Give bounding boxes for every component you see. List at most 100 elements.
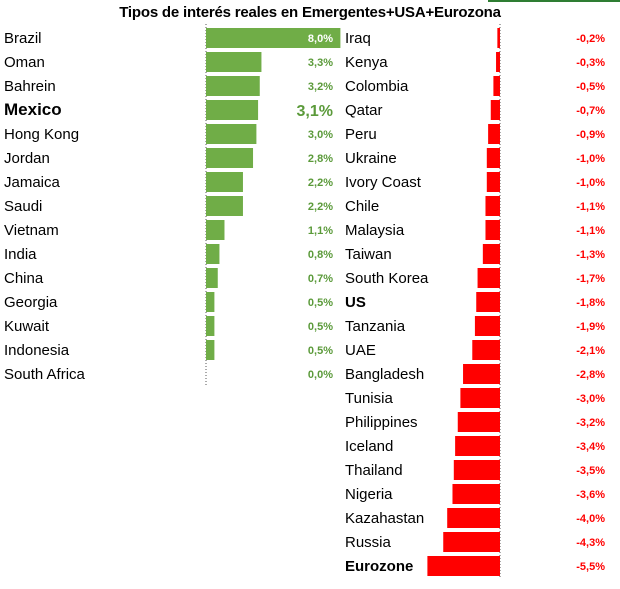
top-rule (488, 0, 620, 2)
value-label-bangladesh: -2,8% (576, 369, 605, 381)
category-label-qatar: Qatar (345, 102, 383, 119)
value-label-nigeria: -3,6% (576, 489, 605, 501)
category-label-uae: UAE (345, 342, 376, 359)
category-label-tanzania: Tanzania (345, 318, 406, 335)
bar-china (206, 268, 218, 288)
value-label-russia: -4,3% (576, 537, 605, 549)
bar-bahrein (206, 76, 260, 96)
category-label-bahrein: Bahrein (4, 78, 56, 95)
bar-chile (485, 196, 500, 216)
value-label-jordan: 2,8% (308, 153, 333, 165)
category-label-iraq: Iraq (345, 30, 371, 47)
value-label-philippines: -3,2% (576, 417, 605, 429)
bar-indonesia (206, 340, 215, 360)
value-label-thailand: -3,5% (576, 465, 605, 477)
bar-russia (443, 532, 500, 552)
value-label-kazahastan: -4,0% (576, 513, 605, 525)
bar-mexico (206, 100, 259, 120)
value-label-uae: -2,1% (576, 345, 605, 357)
bar-vietnam (206, 220, 225, 240)
bar-iraq (497, 28, 500, 48)
bar-kuwait (206, 316, 215, 336)
category-label-iceland: Iceland (345, 438, 393, 455)
category-label-south-korea: South Korea (345, 270, 429, 287)
category-label-oman: Oman (4, 54, 45, 71)
value-label-south-korea: -1,7% (576, 273, 605, 285)
value-label-colombia: -0,5% (576, 81, 605, 93)
bar-uae (472, 340, 500, 360)
bar-malaysia (485, 220, 500, 240)
bar-jordan (206, 148, 254, 168)
category-label-kazahastan: Kazahastan (345, 510, 424, 527)
bar-brazil (206, 28, 341, 48)
value-label-peru: -0,9% (576, 129, 605, 141)
chart-title: Tipos de interés reales en Emergentes+US… (119, 4, 501, 21)
bar-peru (488, 124, 500, 144)
bar-kazahastan (447, 508, 500, 528)
bar-hong-kong (206, 124, 257, 144)
value-label-qatar: -0,7% (576, 105, 605, 117)
category-label-south-africa: South Africa (4, 366, 86, 383)
bar-south-korea (477, 268, 500, 288)
category-label-kuwait: Kuwait (4, 318, 50, 335)
bar-taiwan (482, 244, 500, 264)
value-label-china: 0,7% (308, 273, 333, 285)
category-label-brazil: Brazil (4, 30, 42, 47)
category-label-eurozone: Eurozone (345, 558, 413, 575)
category-label-saudi: Saudi (4, 198, 42, 215)
category-label-taiwan: Taiwan (345, 246, 392, 263)
bar-oman (206, 52, 262, 72)
bar-eurozone (427, 556, 500, 576)
value-label-ivory-coast: -1,0% (576, 177, 605, 189)
value-label-indonesia: 0,5% (308, 345, 333, 357)
value-label-mexico: 3,1% (297, 103, 333, 120)
category-label-china: China (4, 270, 44, 287)
value-label-south-africa: 0,0% (308, 369, 333, 381)
category-label-jamaica: Jamaica (4, 174, 61, 191)
value-label-vietnam: 1,1% (308, 225, 333, 237)
category-label-kenya: Kenya (345, 54, 388, 71)
bar-ivory-coast (486, 172, 500, 192)
value-label-eurozone: -5,5% (576, 561, 605, 573)
bar-bangladesh (463, 364, 500, 384)
bar-iceland (455, 436, 500, 456)
category-label-colombia: Colombia (345, 78, 409, 95)
value-label-chile: -1,1% (576, 201, 605, 213)
category-label-tunisia: Tunisia (345, 390, 393, 407)
value-label-hong-kong: 3,0% (308, 129, 333, 141)
value-label-iceland: -3,4% (576, 441, 605, 453)
bar-kenya (496, 52, 500, 72)
value-label-georgia: 0,5% (308, 297, 333, 309)
category-label-thailand: Thailand (345, 462, 403, 479)
category-label-malaysia: Malaysia (345, 222, 405, 239)
bar-thailand (453, 460, 500, 480)
value-label-india: 0,8% (308, 249, 333, 261)
bar-nigeria (452, 484, 500, 504)
value-label-taiwan: -1,3% (576, 249, 605, 261)
category-label-vietnam: Vietnam (4, 222, 59, 239)
value-label-bahrein: 3,2% (308, 81, 333, 93)
category-label-india: India (4, 246, 37, 263)
category-label-peru: Peru (345, 126, 377, 143)
bar-tanzania (474, 316, 500, 336)
category-label-philippines: Philippines (345, 414, 418, 431)
bar-colombia (493, 76, 500, 96)
bar-us (476, 292, 500, 312)
category-label-indonesia: Indonesia (4, 342, 70, 359)
value-label-brazil: 8,0% (308, 33, 333, 45)
value-label-tunisia: -3,0% (576, 393, 605, 405)
value-label-iraq: -0,2% (576, 33, 605, 45)
value-label-saudi: 2,2% (308, 201, 333, 213)
value-label-kenya: -0,3% (576, 57, 605, 69)
category-label-russia: Russia (345, 534, 392, 551)
value-label-ukraine: -1,0% (576, 153, 605, 165)
value-label-tanzania: -1,9% (576, 321, 605, 333)
value-label-oman: 3,3% (308, 57, 333, 69)
bar-qatar (490, 100, 500, 120)
category-label-jordan: Jordan (4, 150, 50, 167)
category-label-nigeria: Nigeria (345, 486, 393, 503)
bar-saudi (206, 196, 243, 216)
value-label-kuwait: 0,5% (308, 321, 333, 333)
category-label-hong-kong: Hong Kong (4, 126, 79, 143)
